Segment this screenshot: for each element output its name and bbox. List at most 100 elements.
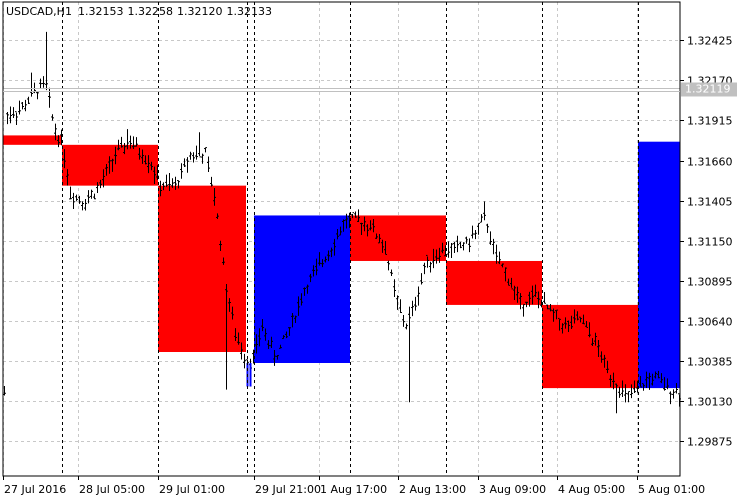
plot-border [2, 1, 681, 477]
x-tick-label: 29 Jul 21:00 [255, 483, 321, 496]
ohlc-bar [570, 315, 573, 329]
ohlc-bar [288, 327, 291, 336]
ohlc-bar [222, 257, 225, 265]
ohlc-bar [627, 390, 630, 403]
x-tick-label: 1 Aug 17:00 [320, 483, 387, 496]
ohlc-bar [114, 146, 117, 165]
ohlc-bar [183, 158, 186, 168]
current-price-label: 1.32119 [685, 83, 731, 96]
ohlc-bar [483, 201, 486, 221]
x-tick-label: 5 Aug 01:00 [638, 483, 705, 496]
ohlc-bar [93, 193, 96, 200]
ohlc-bar [621, 380, 624, 397]
ohlc-low: 1.32120 [177, 5, 223, 18]
ohlc-bar [423, 262, 426, 275]
ohlc-bar [510, 277, 513, 290]
ohlc-bar [624, 384, 627, 403]
ohlc-bar [63, 149, 66, 169]
ohlc-bar [147, 155, 150, 174]
ohlc-bar [468, 238, 471, 253]
ohlc-bar [528, 291, 531, 307]
ohlc-bar [576, 311, 579, 321]
ohlc-bar [609, 374, 612, 387]
ohlc-bar [219, 240, 222, 251]
y-tick-label: 1.32425 [687, 35, 733, 48]
ohlc-bar [639, 376, 642, 388]
ohlc-bar [330, 247, 333, 258]
ohlc-bar [531, 285, 534, 305]
ohlc-bar [6, 112, 9, 125]
ohlc-bar [588, 322, 591, 338]
ohlc-bar [432, 248, 435, 269]
ohlc-bar [585, 321, 588, 328]
ohlc-bar [144, 155, 147, 165]
ohlc-bar [321, 259, 324, 268]
ohlc-bar [549, 304, 552, 312]
ohlc-bar [84, 198, 87, 211]
ohlc-bar [390, 269, 393, 277]
ohlc-bar [615, 383, 618, 414]
ohlc-bar [192, 152, 195, 163]
ohlc-bar [45, 31, 48, 91]
ohlc-bar [522, 304, 525, 317]
symbol-timeframe: USDCAD,H1 [6, 5, 72, 18]
ohlc-bar [225, 283, 228, 390]
ohlc-bar [516, 286, 519, 303]
ohlc-bar [429, 261, 432, 273]
chart-title: USDCAD,H1 1.32153 1.32258 1.32120 1.32133 [6, 5, 272, 18]
ohlc-bar [582, 314, 585, 325]
ohlc-bar [165, 174, 168, 188]
ohlc-bar [612, 372, 615, 390]
ohlc-bar [189, 151, 192, 160]
ohlc-bar [363, 216, 366, 232]
ohlc-bar [393, 279, 396, 298]
ohlc-bar [333, 238, 336, 256]
ohlc-high: 1.32258 [127, 5, 173, 18]
ohlc-bar [495, 244, 498, 264]
ohlc-bar [129, 135, 132, 149]
ohlc-bar [417, 286, 420, 306]
ohlc-bar [123, 142, 126, 155]
ohlc-bar [672, 389, 675, 399]
ohlc-bar [120, 136, 123, 148]
ohlc-bar [573, 309, 576, 324]
ohlc-bar [648, 372, 651, 390]
ohlc-bar [642, 383, 645, 391]
ohlc-bar [228, 298, 231, 312]
ohlc-bar [9, 106, 12, 124]
y-tick-label: 1.30895 [687, 276, 733, 289]
ohlc-bar [117, 139, 120, 151]
ohlc-bar [339, 226, 342, 236]
ohlc-bar [645, 371, 648, 388]
ohlc-bar [501, 263, 504, 268]
ohlc-bar [312, 265, 315, 277]
ohlc-bar [216, 213, 219, 219]
ohlc-bar [630, 384, 633, 399]
ohlc-bar [555, 309, 558, 320]
ohlc-bar [207, 156, 210, 173]
y-tick-label: 1.29875 [687, 436, 733, 449]
ohlc-bar [441, 242, 444, 254]
ohlc-bar [66, 169, 69, 186]
ohlc-bar [243, 353, 246, 369]
time-axis: 27 Jul 2016 28 Jul 05:00 29 Jul 01:00 29 Ju… [3, 476, 705, 496]
ohlc-bar [150, 161, 153, 171]
ohlc-bar [231, 306, 234, 320]
current-price-tag: 1.32119 [681, 82, 737, 97]
ohlc-bar [357, 209, 360, 223]
y-tick-label: 1.30640 [687, 316, 733, 329]
ohlc-bar [258, 328, 261, 347]
ohlc-bar [201, 153, 204, 164]
ohlc-bar [435, 249, 438, 264]
ohlc-bar [351, 212, 354, 219]
ohlc-bar [186, 157, 189, 173]
ohlc-bar [651, 373, 654, 386]
ohlc-bar [51, 114, 54, 121]
ohlc-bar [30, 72, 33, 97]
ohlc-bar [591, 338, 594, 346]
ohlc-bar [171, 178, 174, 188]
ohlc-bar [69, 186, 72, 200]
ohlc-bar [507, 278, 510, 286]
ohlc-bar [294, 315, 297, 324]
